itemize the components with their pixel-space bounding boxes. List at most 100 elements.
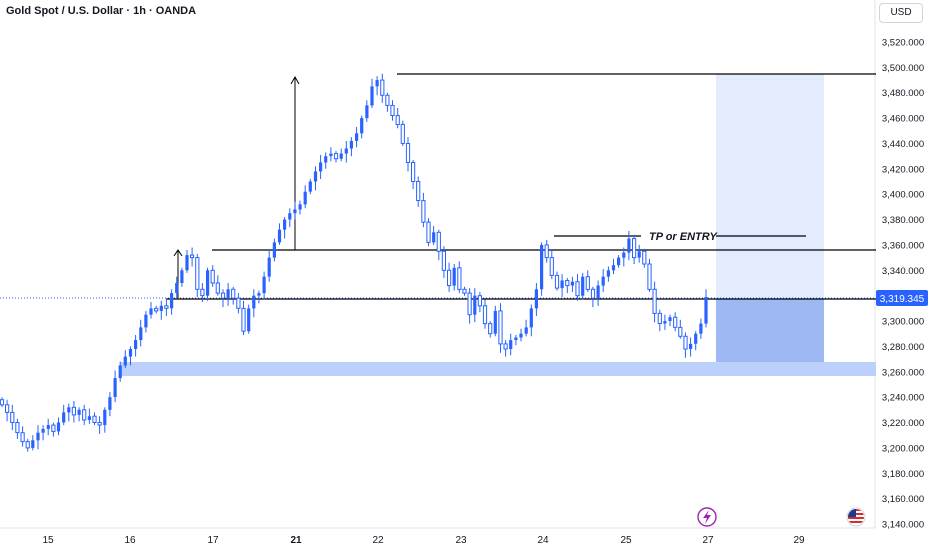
candle-body (488, 323, 493, 335)
price-tick-label: 3,240.000 (882, 393, 924, 404)
candle-body (482, 305, 488, 325)
candle-body (560, 280, 564, 289)
candle-body (118, 365, 122, 379)
candle-body (134, 340, 138, 349)
candle-body (283, 219, 287, 230)
candle-body (215, 282, 220, 294)
candle-body (103, 409, 107, 425)
candle-body (637, 251, 641, 258)
price-tick-label: 3,280.000 (882, 342, 924, 353)
price-tick-label: 3,520.000 (882, 38, 924, 49)
candle-body (585, 276, 590, 290)
price-axis[interactable]: 3,520.000 3,500.000 3,480.000 3,460.000 3,44… (882, 38, 924, 531)
candle-body (241, 307, 246, 332)
candle-body (329, 153, 333, 157)
candle-body (360, 118, 364, 134)
candle-body (303, 191, 307, 205)
lightning-icon[interactable] (697, 507, 717, 527)
support-zone[interactable] (120, 362, 876, 376)
price-tick-label: 3,480.000 (882, 88, 924, 99)
candle-body (324, 156, 328, 163)
candle-body (565, 280, 570, 287)
candle-body (534, 289, 538, 309)
price-tick-label: 3,300.000 (882, 317, 924, 328)
candle-body (36, 432, 40, 441)
candle-body (601, 276, 605, 286)
candle-body (380, 79, 385, 96)
candle-body (385, 94, 390, 106)
candle-body (436, 231, 441, 252)
candle-body (375, 80, 379, 87)
tp-entry-label: TP or ENTRY (649, 231, 719, 243)
candle-body (699, 323, 703, 334)
time-tick-label: 23 (455, 535, 467, 546)
candle-body (590, 288, 596, 299)
candle-body (549, 257, 554, 276)
candle-body (390, 104, 395, 117)
candle-body (606, 270, 610, 277)
candle-body (288, 213, 292, 220)
candle-body (498, 310, 503, 345)
candle-body (113, 378, 117, 398)
price-tick-label: 3,140.000 (882, 520, 924, 531)
candle-body (509, 340, 513, 349)
us-flag-icon[interactable] (846, 507, 866, 527)
candle-body (77, 409, 81, 415)
candle-body (333, 153, 339, 160)
candle-body (175, 283, 179, 294)
arrow-up-large[interactable] (290, 75, 300, 250)
candle-body (657, 312, 662, 324)
candle-body (149, 308, 153, 315)
candle-body (56, 422, 61, 432)
candle-body (400, 123, 405, 144)
candle-body (441, 250, 446, 271)
currency-button[interactable]: USD (879, 3, 923, 23)
candle-body (185, 255, 189, 271)
candle-body (236, 297, 241, 309)
candle-body (210, 269, 215, 284)
chart-title: Gold Spot / U.S. Dollar · 1h · OANDA (6, 5, 197, 17)
price-tick-label: 3,220.000 (882, 418, 924, 429)
candle-body (206, 270, 210, 296)
candle-body (349, 140, 353, 149)
candle-body (267, 257, 271, 277)
candle-body (432, 232, 436, 243)
projection-target-box[interactable] (716, 74, 824, 299)
candle-body (144, 314, 148, 328)
candle-body (200, 288, 205, 297)
price-tick-label: 3,440.000 (882, 139, 924, 150)
candle-body (159, 305, 163, 311)
candle-body (355, 133, 359, 141)
candle-body (683, 335, 688, 350)
candle-body (247, 308, 251, 332)
candle-body (31, 440, 35, 448)
candle-body (5, 404, 10, 413)
time-tick-label: 17 (207, 535, 219, 546)
candle-body (67, 407, 71, 413)
candle-body (663, 321, 667, 324)
candle-body (503, 343, 508, 350)
time-axis[interactable]: 15 16 17 21 22 23 24 25 27 29 (42, 535, 805, 546)
candle-body (622, 252, 626, 258)
price-tick-label: 3,460.000 (882, 114, 924, 125)
time-tick-label: 25 (620, 535, 632, 546)
candle-body (0, 399, 5, 406)
candle-body (15, 422, 20, 434)
candle-body (71, 406, 77, 416)
time-tick-label: 29 (793, 535, 805, 546)
candle-body (627, 238, 631, 253)
candle-body (41, 428, 45, 433)
candle-body (220, 292, 226, 299)
time-tick-label: 27 (702, 535, 714, 546)
candle-body (673, 316, 678, 328)
time-tick-label: 21 (290, 535, 302, 546)
candle-body (308, 181, 312, 192)
candle-body (575, 281, 580, 297)
candle-body (123, 356, 127, 366)
candle-body (678, 326, 683, 337)
price-tick-label: 3,340.000 (882, 266, 924, 277)
candle-body (467, 292, 472, 316)
candle-body (570, 281, 574, 286)
